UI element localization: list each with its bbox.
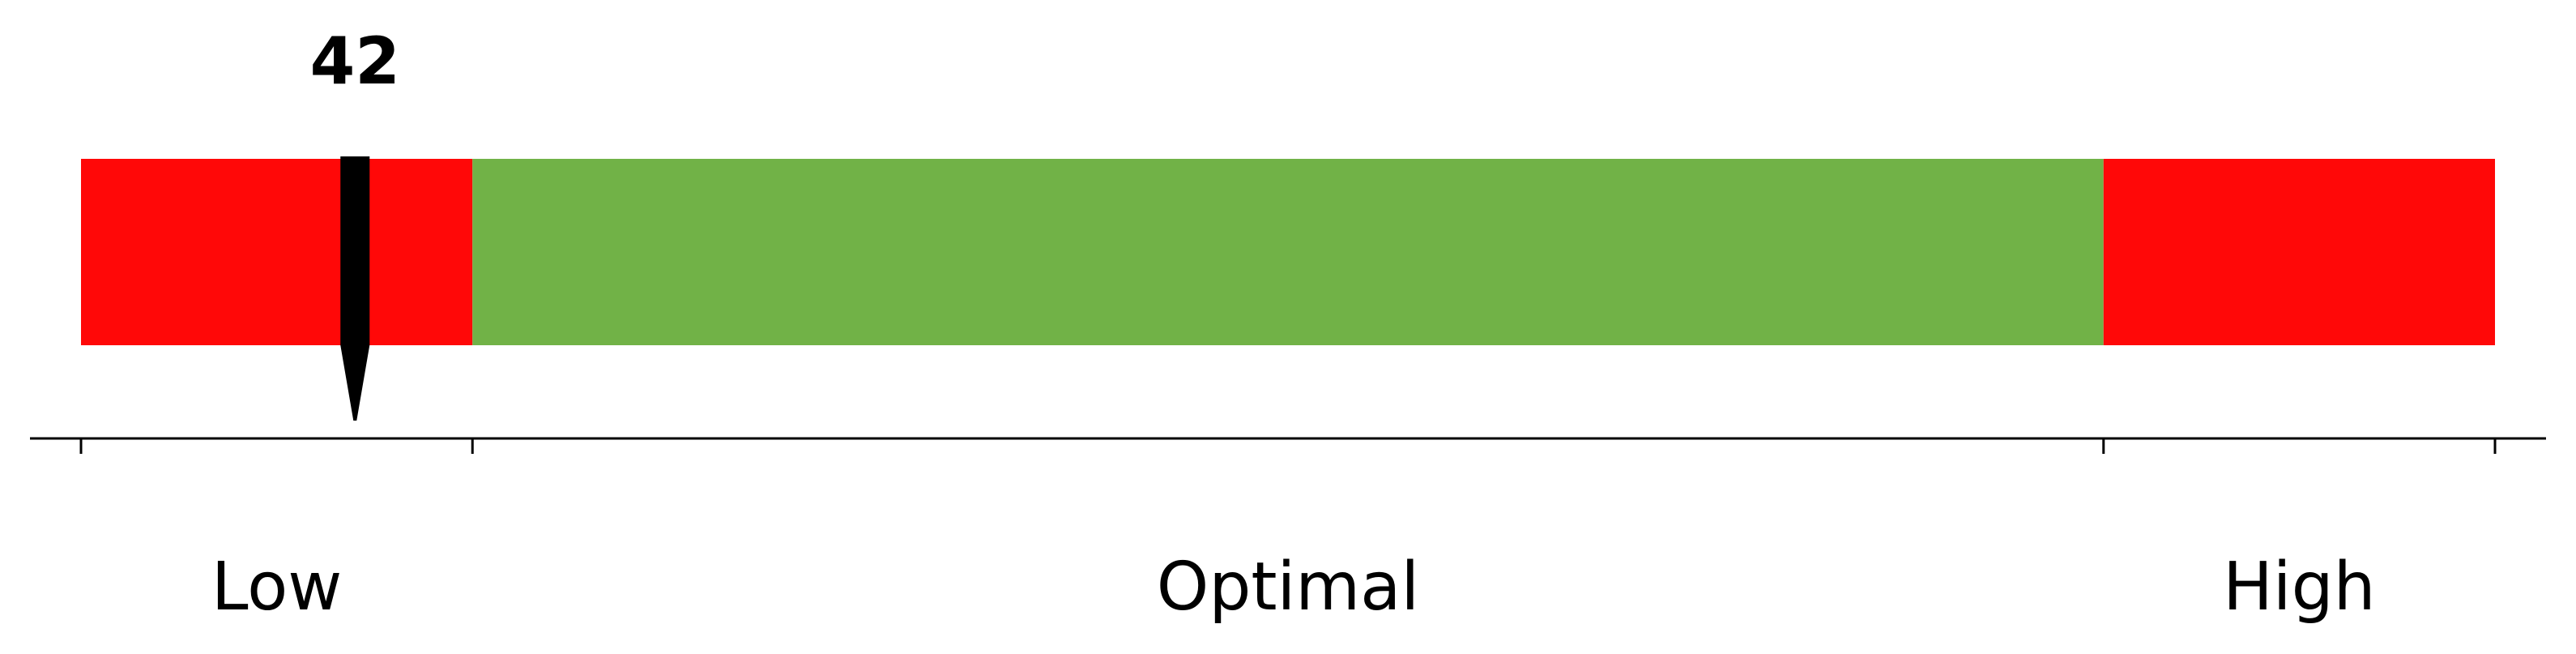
value-pointer-group: 42 [310, 24, 400, 421]
value-pointer [340, 156, 370, 421]
value-label: 42 [310, 24, 400, 99]
range-band-optimal [472, 159, 2104, 345]
axis-ticks [79, 438, 2497, 454]
range-band-high [2103, 159, 2495, 345]
range-label-high: High [2223, 549, 2375, 626]
range-label-low: Low [211, 549, 342, 626]
range-band-low [81, 159, 473, 345]
range-bands [81, 159, 2495, 345]
range-labels: Low Optimal High [211, 549, 2376, 626]
range-label-optimal: Optimal [1157, 549, 1419, 626]
